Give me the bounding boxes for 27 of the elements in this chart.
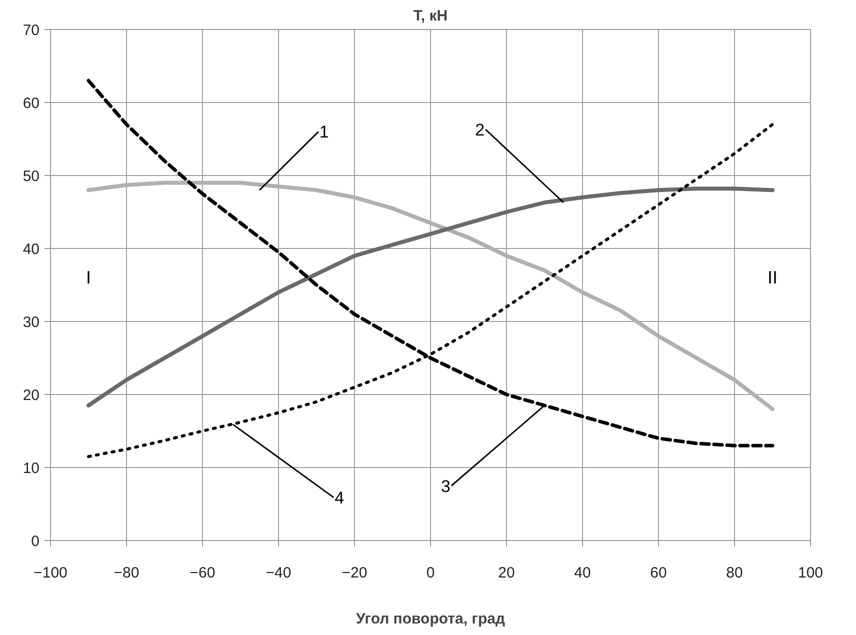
x-axis-title: Угол поворота, град [356,610,506,628]
annotation: 3 [440,476,450,496]
x-tick-label: 40 [574,564,591,582]
y-tick-label: 70 [22,22,40,39]
x-tick-label: 80 [726,564,743,582]
x-tick-label: 60 [650,564,667,582]
x-tick-label: −20 [342,564,368,582]
x-tick-label: 0 [426,564,435,582]
y-axis-title: T, кН [413,8,448,24]
annotation: I [86,268,92,288]
annotation: 2 [475,120,485,140]
y-tick-label: 20 [22,387,40,404]
x-tick-label: 20 [498,564,515,582]
y-tick-label: 40 [22,241,40,258]
x-tick-label: 100 [798,564,824,582]
y-tick-label: 60 [22,95,40,112]
annotation: 4 [334,488,344,508]
y-tick-label: 0 [31,533,40,550]
annotation: II [768,268,778,288]
y-tick-label: 10 [22,460,40,477]
x-tick-label: −100 [34,564,68,582]
y-tick-label: 50 [22,168,40,185]
x-tick-label: −40 [266,564,292,582]
x-tick-label: −60 [190,564,216,582]
annotation: 1 [319,122,329,142]
y-tick-label: 30 [22,314,40,331]
x-tick-label: −80 [114,564,140,582]
